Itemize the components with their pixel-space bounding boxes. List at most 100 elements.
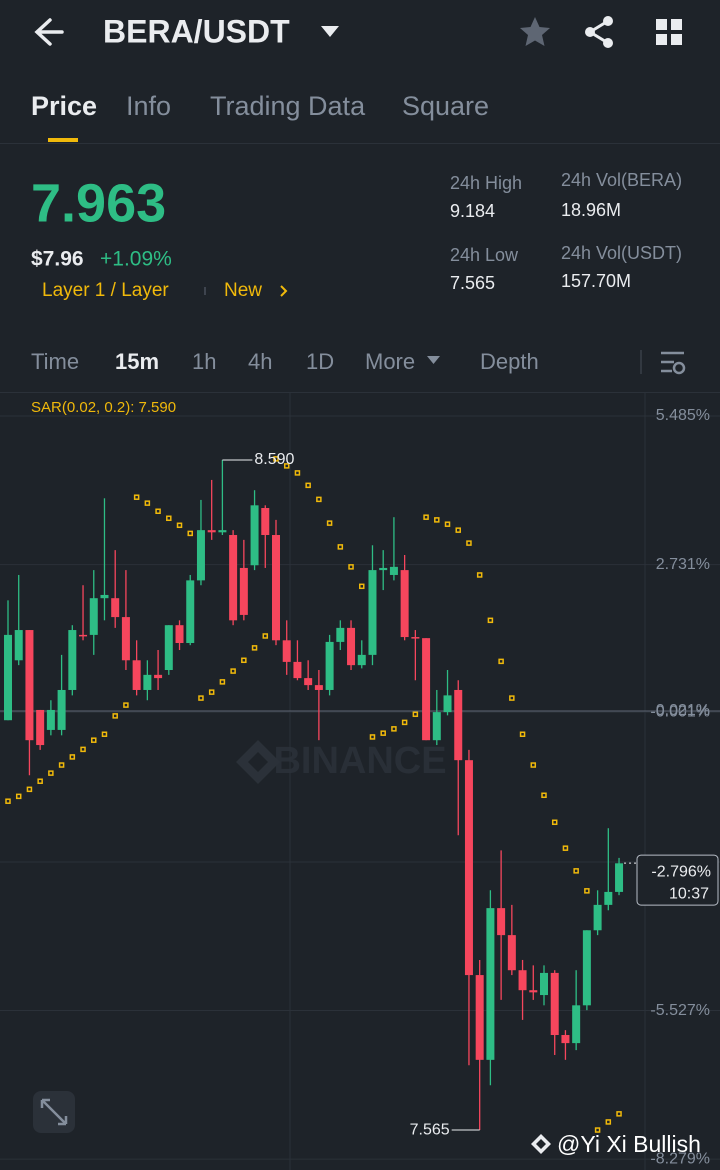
candle-body [143,674,152,690]
candle-body [239,567,248,615]
tab[interactable]: Square [402,91,489,121]
candle-body [229,535,238,621]
sar-dot [434,517,440,523]
sar-dot [455,527,461,533]
candle-body [593,904,602,931]
sar-dot [337,544,344,550]
y-tick-label: -8.279% [650,1150,710,1167]
favorite-icon[interactable] [520,17,550,46]
candle-body [218,530,227,533]
candle-body [347,627,356,666]
watermark: BINANCE [273,740,446,782]
expand-button[interactable] [33,1091,75,1133]
back-button[interactable] [34,18,64,46]
sar-dot [541,792,547,799]
interval-option[interactable]: More [365,349,415,374]
candle-body [14,630,23,661]
interval-option[interactable]: 1h [192,349,216,374]
sar-dot [476,572,483,578]
sar-dot [530,762,537,768]
sar-dot [37,778,43,784]
sar-dot [423,514,429,520]
y-tick-label: 5.485% [656,407,710,424]
pair-dropdown[interactable] [321,26,339,37]
price-change: +1.09% [100,248,172,271]
candle-body [540,972,548,996]
watermark-logo [236,740,280,784]
sar-dot [466,540,472,546]
candle-body [186,580,195,644]
reference-label: 0.021% [656,702,710,719]
candle-body [572,1005,581,1044]
candle-body [518,970,527,991]
share-icon[interactable] [585,16,613,48]
sar-dot [230,668,236,674]
candle-body [36,709,45,746]
candle-body [68,630,77,690]
candle-body [368,570,377,655]
candle-body [207,530,216,533]
sar-dot [5,798,11,804]
tab[interactable]: Price [31,91,97,121]
candle-body [261,508,270,536]
stat-label: 24h Vol(BERA) [561,170,682,190]
sar-dot [176,522,183,529]
sar-dot [273,456,279,462]
tag-arrow [280,285,288,297]
current-time-label: 10:37 [669,885,709,902]
more-dropdown[interactable] [427,356,440,364]
sar-dot [316,496,322,503]
sar-dot [412,711,419,718]
sar-dot [144,500,151,506]
candle-body [529,990,538,993]
tab[interactable]: Info [126,91,171,121]
sar-dot [219,679,226,685]
sar-dot [509,695,515,701]
candle-body [615,863,624,892]
candle-body [464,760,473,976]
sar-dot [359,583,365,590]
y-tick-label: 2.731% [656,556,710,573]
interval-option[interactable]: Depth [480,349,539,374]
candle-body [196,530,205,581]
interval-option[interactable]: 4h [248,349,272,374]
stat-label: 24h Vol(USDT) [561,243,682,263]
pair-title[interactable]: BERA/USDT [103,13,290,49]
sar-dot [551,819,558,826]
credit-icon [531,1134,551,1154]
sar-dot [166,515,172,522]
sar-dot [401,719,408,726]
last-price: 7.963 [31,173,166,233]
candle-body [272,535,280,641]
sector-tag[interactable]: Layer 1 / Layer [42,280,169,301]
sar-dot [487,617,494,624]
menu-icon[interactable] [656,19,682,45]
sar-dot [294,470,301,476]
candle-body [89,598,98,635]
tab[interactable]: Trading Data [210,91,366,121]
sar-dot [80,746,86,753]
candle-body [582,930,591,1006]
credit-text: @Yi Xi Bullish [557,1131,701,1157]
candle-body [111,598,120,618]
stat-value: 9.184 [450,201,495,221]
interval-option[interactable]: 15m [115,349,159,374]
candle-body [486,908,495,1060]
candle-body [132,660,141,690]
sar-dot [616,1111,622,1117]
sar-dot [594,1127,601,1133]
interval-option[interactable]: Time [31,349,79,374]
candle-body [357,654,366,666]
candle-body [304,678,313,686]
candle-body [79,634,88,637]
candle-body [154,674,163,679]
sar-dot [123,702,129,708]
sar-dot [155,508,161,515]
sar-dot [187,530,193,537]
new-tag[interactable]: New [224,280,262,301]
chart-settings-icon[interactable] [661,351,686,375]
high-label: 8.590 [254,451,294,468]
interval-option[interactable]: 1D [306,349,334,374]
